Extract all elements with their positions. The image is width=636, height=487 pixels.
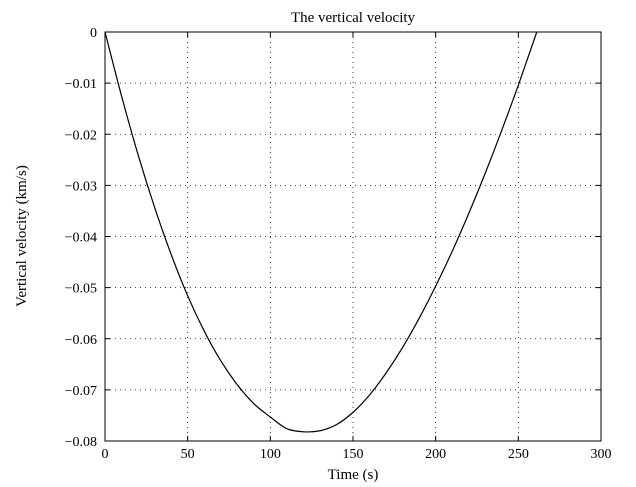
axis-ticks: 0 50 100 150 200 250 300 0 −0.01 −0.02 −0.03 −0.04 −… [65,26,612,462]
x-axis-label: Time (s) [328,467,379,483]
y-tick-label: −0.07 [65,384,97,399]
y-tick-label: −0.08 [65,435,97,450]
x-tick-label: 150 [343,447,364,462]
y-tick-label: −0.05 [65,282,97,297]
x-tick-label: 50 [181,447,195,462]
velocity-series-line [105,32,538,433]
y-tick-label: −0.06 [65,333,97,348]
series-layer [105,32,538,433]
x-tick-label: 200 [425,447,446,462]
y-tick-label: −0.04 [65,231,97,246]
x-tick-label: 250 [508,447,529,462]
y-tick-label: −0.03 [65,179,97,194]
x-tick-label: 100 [260,447,281,462]
x-tick-label: 0 [102,447,109,462]
y-tick-label: −0.02 [65,128,97,143]
y-tick-label: 0 [90,26,97,41]
y-axis-label: Vertical velocity (km/s) [14,165,30,307]
plot-area-frame [104,31,602,442]
y-tick-label: −0.01 [65,77,97,92]
x-tick-label: 300 [591,447,612,462]
grid [105,32,601,441]
chart-title: The vertical velocity [291,10,416,26]
